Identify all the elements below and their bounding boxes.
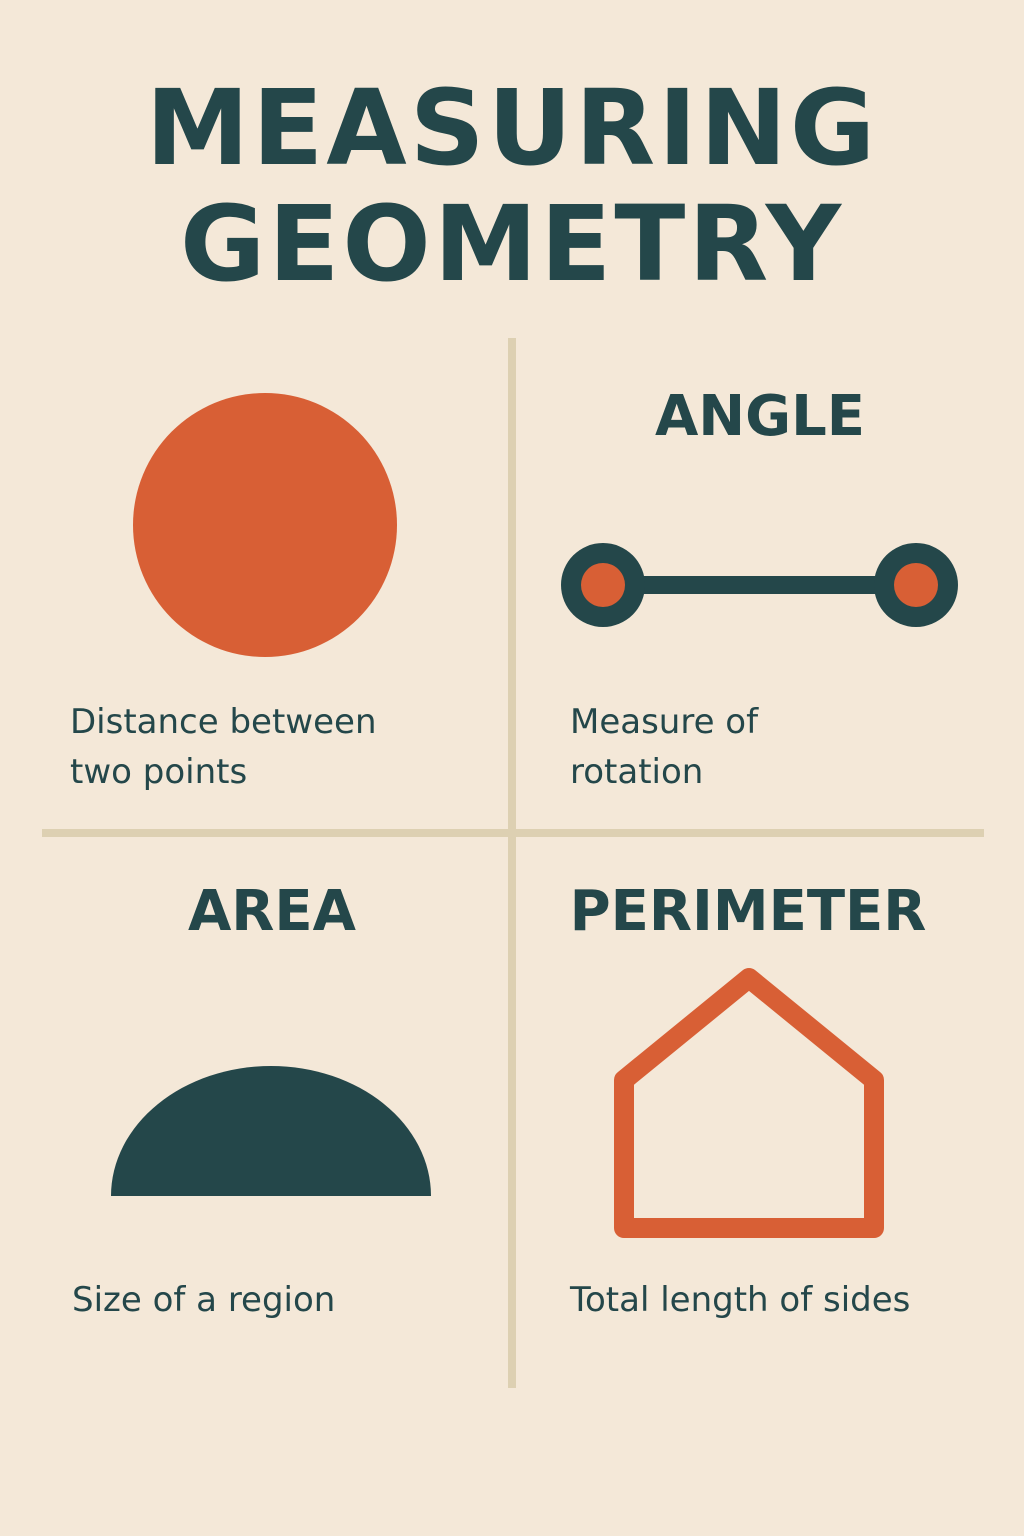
circle-icon — [133, 393, 397, 657]
perimeter-caption: Total length of sides — [570, 1280, 911, 1320]
vertical-divider — [508, 338, 516, 1388]
house-outline-icon — [614, 968, 884, 1238]
perimeter-heading: PERIMETER — [569, 879, 927, 944]
semicircle-icon — [111, 1066, 431, 1196]
horizontal-divider — [42, 829, 984, 837]
distance-caption-line-1: Distance between — [70, 702, 377, 742]
angle-caption-line-1: Measure of — [570, 702, 759, 742]
segment-icon — [561, 543, 958, 627]
page-title-line-1: MEASURING — [145, 67, 879, 189]
page-title-line-2: GEOMETRY — [180, 183, 844, 305]
angle-heading: ANGLE — [654, 384, 866, 449]
area-caption: Size of a region — [72, 1280, 336, 1320]
distance-caption-line-2: two points — [70, 752, 248, 792]
angle-caption-line-2: rotation — [570, 752, 704, 792]
area-heading: AREA — [187, 879, 357, 944]
